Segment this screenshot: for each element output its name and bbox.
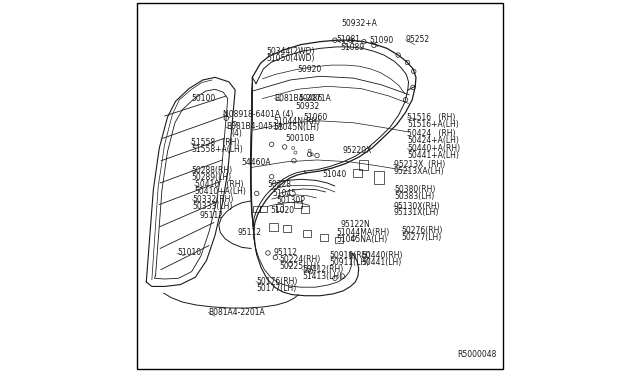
Text: 50932+A: 50932+A [342,19,378,28]
Bar [294,201,302,208]
Text: 50424+A(LH): 50424+A(LH) [408,136,460,145]
Text: 50910(RH): 50910(RH) [330,251,371,260]
Text: 51089: 51089 [341,43,365,52]
Text: 50277(LH): 50277(LH) [402,233,442,242]
Text: N08918-6401A (4): N08918-6401A (4) [223,110,294,119]
Text: 95122N: 95122N [340,220,370,229]
Text: 51050(4WD): 51050(4WD) [266,54,315,62]
Text: 51081: 51081 [336,35,360,44]
Text: 50332(RH): 50332(RH) [193,195,234,204]
Text: 95130X(RH): 95130X(RH) [394,202,440,211]
Text: 50911(LH): 50911(LH) [330,258,370,267]
Text: 51044N(RH): 51044N(RH) [273,117,321,126]
Text: 51040: 51040 [322,170,346,179]
Text: 51558+A(LH): 51558+A(LH) [191,145,243,154]
Bar [359,160,369,170]
Text: 50380(RH): 50380(RH) [394,185,436,194]
Text: 50424   (RH): 50424 (RH) [408,129,456,138]
Text: 50410   (RH): 50410 (RH) [195,180,243,189]
Text: B081B4-0451A: B081B4-0451A [226,122,283,131]
Bar [374,171,385,184]
Text: 50276(RH): 50276(RH) [402,226,444,235]
Text: 51413(LH): 51413(LH) [303,272,342,281]
Text: 50224(RH): 50224(RH) [279,255,321,264]
Text: 50344(2WD): 50344(2WD) [266,47,315,56]
Text: 51010: 51010 [177,248,201,257]
Text: 50288(RH): 50288(RH) [191,166,233,174]
Text: R5000048: R5000048 [458,350,497,359]
Bar [353,169,362,177]
Text: 95252: 95252 [406,35,429,44]
Text: 51020: 51020 [271,206,294,215]
Text: 51045N(LH): 51045N(LH) [273,124,319,132]
Text: 95213XA(LH): 95213XA(LH) [394,167,444,176]
Text: B081A4-2201A: B081A4-2201A [209,308,265,317]
Text: 50225(LH): 50225(LH) [279,262,319,271]
Text: 50441+A(LH): 50441+A(LH) [408,151,460,160]
Bar [335,237,343,243]
Text: 51516+A(LH): 51516+A(LH) [408,120,459,129]
Text: 50100: 50100 [191,94,216,103]
Text: 50440+A(RH): 50440+A(RH) [408,144,461,153]
Text: 50177(LH): 50177(LH) [256,284,296,293]
Text: 50228: 50228 [267,180,291,189]
Bar [283,225,291,232]
Text: 50383(LH): 50383(LH) [394,192,435,201]
Text: 54460A: 54460A [241,158,271,167]
Text: 50920: 50920 [298,65,321,74]
Text: 50289(LH): 50289(LH) [191,173,232,182]
Text: 50412(RH): 50412(RH) [303,265,344,274]
Bar [301,206,309,213]
Bar [260,206,267,212]
Text: 51060: 51060 [303,113,328,122]
Text: 51516   (RH): 51516 (RH) [408,113,456,122]
Text: 95112: 95112 [273,248,297,257]
Text: 50010B: 50010B [285,134,315,143]
Text: 50333(LH): 50333(LH) [193,202,233,211]
Bar [320,234,328,241]
Text: 95112: 95112 [200,211,224,220]
Text: 51045: 51045 [273,189,297,198]
Text: 50176(RH): 50176(RH) [256,277,298,286]
Text: 51045NA(LH): 51045NA(LH) [337,235,388,244]
Text: (4): (4) [232,129,243,138]
Text: 50130P: 50130P [276,196,305,205]
Text: 95131X(LH): 95131X(LH) [394,208,439,217]
Text: 51044MA(RH): 51044MA(RH) [337,228,390,237]
Text: 50932: 50932 [296,102,320,110]
Text: 95112: 95112 [237,228,261,237]
Text: 51558   (RH): 51558 (RH) [191,138,239,147]
Text: 50486: 50486 [298,94,323,103]
Bar [276,204,283,211]
Text: 50410+A(LH): 50410+A(LH) [195,187,246,196]
Text: 50440(RH): 50440(RH) [361,251,403,260]
Bar [303,230,312,237]
Text: 95220X: 95220X [342,146,372,155]
Text: 95213X  (RH): 95213X (RH) [394,160,445,169]
Bar [269,223,278,231]
Text: 50441(LH): 50441(LH) [361,258,401,267]
Text: B081B4-2071A: B081B4-2071A [275,94,332,103]
Text: 51090: 51090 [370,36,394,45]
Bar [253,206,260,212]
